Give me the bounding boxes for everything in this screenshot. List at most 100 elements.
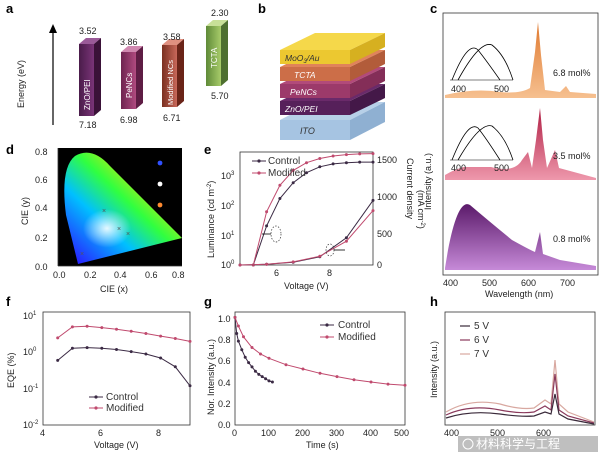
pencs-layer-label: PeNCs [290,87,318,97]
e-modified-luminance-point-5 [318,157,322,160]
tcta-top: 2.30 [211,8,229,18]
f-modified-point-3 [100,326,104,330]
panel-d-xlabel: CIE (x) [100,284,128,294]
cie-blue-swatch [157,160,163,166]
f-modified-point-7 [159,334,163,338]
g-modified-point-8 [318,371,322,375]
svg-text:8: 8 [156,428,161,438]
panel-h-legend-7v: 7 V [474,349,489,360]
g-modified-point-1 [236,324,240,328]
svg-text:6: 6 [274,268,279,278]
modified-ncs-label: Modified NCs [166,60,175,105]
svg-text:6: 6 [98,428,103,438]
spectrum-7v [445,359,595,423]
f-modified-point-6 [144,332,148,335]
svg-text:101: 101 [221,231,235,241]
svg-text:0: 0 [232,428,237,438]
svg-text:500: 500 [490,428,505,438]
zno-pei-top: 3.52 [79,26,97,36]
svg-text:400: 400 [443,278,458,288]
panel-f-ylabel: EQE (%) [6,352,16,388]
panel-e-ylabel-left: Luminance (cd m-2) [206,181,216,258]
tcta-layer-label: TCTA [294,70,316,80]
spectrum-0-8 [445,204,596,270]
label-0-8: 0.8 mol% [553,234,591,244]
e-modified-luminance-point-4 [305,161,308,165]
e-control-current-line [239,200,374,266]
svg-text:0: 0 [377,260,382,270]
g-modified-point-3 [250,346,254,349]
f-modified-point-9 [188,339,192,343]
svg-text:100: 100 [23,347,37,357]
g-modified-point-6 [284,363,288,367]
panel-c-xlabel: Wavelength (nm) [485,289,553,299]
spectrum-5v [445,393,595,425]
svg-text:103: 103 [221,171,235,181]
panel-letter-g: g [204,294,212,309]
panel-letter-c: c [430,1,437,16]
f-control-point-3 [100,346,104,350]
pencs-bottom: 6.98 [120,115,138,125]
panel-a-ylabel: Energy (eV) [16,60,26,108]
g-control-point-8 [257,372,261,376]
e-control-current-point-5 [371,198,375,202]
e-modified-luminance-point-6 [331,154,335,158]
f-modified-point-1 [70,325,74,329]
pencs-label: PeNCs [125,73,134,98]
f-control-point-1 [70,346,74,350]
e-modified-current-point-3 [318,254,322,258]
panel-g-ylabel: Nor. Intensity (a.u.) [206,339,216,415]
f-control-point-2 [85,346,89,350]
svg-text:0.0: 0.0 [218,420,231,430]
svg-text:0.4: 0.4 [218,378,231,388]
pencs-top: 3.86 [120,37,138,47]
energy-axis-arrow [49,24,57,33]
panel-f-frame [42,311,191,426]
panel-e-xlabel: Voltage (V) [284,281,329,291]
svg-text:0.6: 0.6 [145,270,158,280]
svg-text:500: 500 [394,428,409,438]
panel-c-ylabel: Intensity (a.u.) [423,153,433,210]
panel-c: c Intensity (a.u.) 400 500 400 500 6.8 m… [423,1,599,299]
g-control-point-7 [253,369,257,373]
svg-text:1.0: 1.0 [218,314,231,324]
zno-pei-layer-label: ZnO/PEI [284,104,318,114]
svg-text:300: 300 [329,428,344,438]
svg-text:0.2: 0.2 [35,233,48,243]
e-control-luminance-point-9 [371,160,375,164]
zno-pei-label: ZnO/PEI [83,79,92,110]
g-control-point-4 [243,355,247,359]
ito-label: ITO [300,126,315,136]
g-modified-point-2 [242,335,245,339]
e-modified-luminance-point-8 [358,152,362,156]
e-modified-current-point-4 [344,239,348,243]
panel-h-frame [444,311,596,426]
g-control-point-10 [264,377,268,381]
cie-orange-swatch [157,202,163,208]
panel-h-legend-5v: 5 V [474,321,489,332]
f-modified-point-5 [129,329,133,333]
svg-text:1000: 1000 [377,192,397,202]
modified-ncs-top: 3.58 [163,32,181,42]
e-modified-luminance-point-2 [278,183,282,187]
ito-layer [280,120,350,140]
svg-text:500: 500 [494,84,509,94]
e-modified-luminance-point-7 [344,153,348,157]
panel-h-legend-6v: 6 V [474,335,489,346]
g-control-point-12 [270,380,274,384]
f-control-point-7 [159,356,163,360]
panel-d-ylabel: CIE (y) [20,197,30,225]
e-control-luminance-point-5 [318,165,322,169]
label-3-5: 3.5 mol% [553,151,591,161]
svg-text:101: 101 [23,311,37,321]
svg-text:0.6: 0.6 [35,175,48,185]
panel-letter-f: f [6,294,11,309]
e-modified-luminance-point-9 [371,152,375,156]
panel-e-legend-control: Control [268,156,300,167]
svg-text:400: 400 [451,163,466,173]
g-modified-point-13 [403,383,407,387]
panel-f-xlabel: Voltage (V) [94,440,139,450]
e-modified-luminance-line [252,153,374,266]
inset-peak-2b [457,125,514,161]
